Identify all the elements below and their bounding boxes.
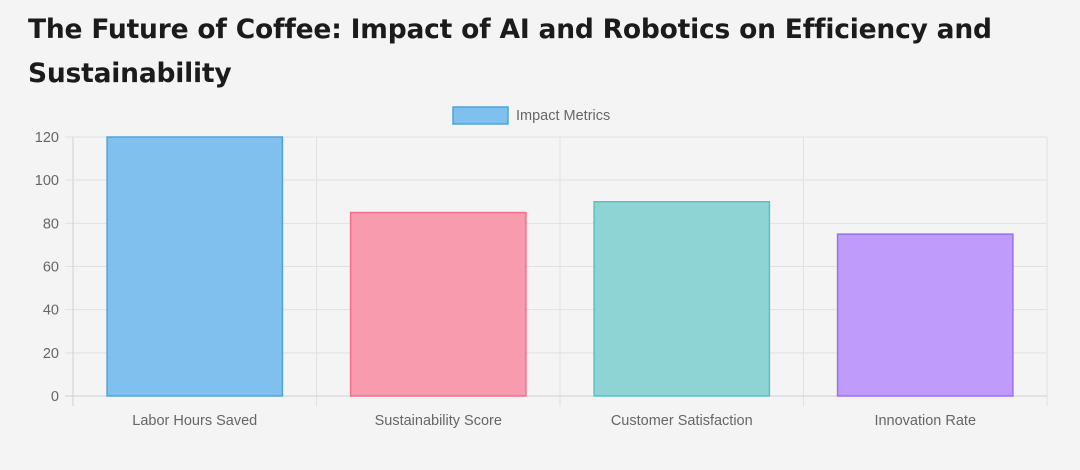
y-tick-label: 120 bbox=[35, 130, 59, 146]
y-tick-label: 80 bbox=[43, 216, 59, 232]
bar-sustainability-score[interactable] bbox=[349, 211, 527, 397]
x-tick-label: Customer Satisfaction bbox=[611, 413, 753, 429]
x-tick-label: Innovation Rate bbox=[874, 413, 976, 429]
y-tick-label: 20 bbox=[43, 346, 59, 362]
y-tick-label: 0 bbox=[51, 389, 59, 405]
page-title: The Future of Coffee: Impact of AI and R… bbox=[28, 14, 992, 89]
x-axis-tick-labels: Labor Hours Saved Sustainability Score Cus… bbox=[132, 413, 976, 429]
bars bbox=[106, 136, 1014, 397]
y-tick-label: 60 bbox=[43, 260, 59, 276]
bar-customer-satisfaction[interactable] bbox=[593, 201, 771, 397]
bar-innovation-rate[interactable] bbox=[836, 233, 1014, 397]
y-axis-tick-labels: 0 20 40 60 80 100 120 bbox=[35, 130, 59, 405]
legend-label: Impact Metrics bbox=[516, 108, 610, 124]
legend-swatch bbox=[452, 106, 509, 125]
x-tick-label: Sustainability Score bbox=[375, 413, 502, 429]
x-tick-label: Labor Hours Saved bbox=[132, 413, 257, 429]
y-tick-label: 40 bbox=[43, 303, 59, 319]
y-tick-label: 100 bbox=[35, 173, 59, 189]
bar-labor-hours-saved[interactable] bbox=[106, 136, 284, 397]
legend[interactable]: Impact Metrics bbox=[452, 106, 610, 125]
